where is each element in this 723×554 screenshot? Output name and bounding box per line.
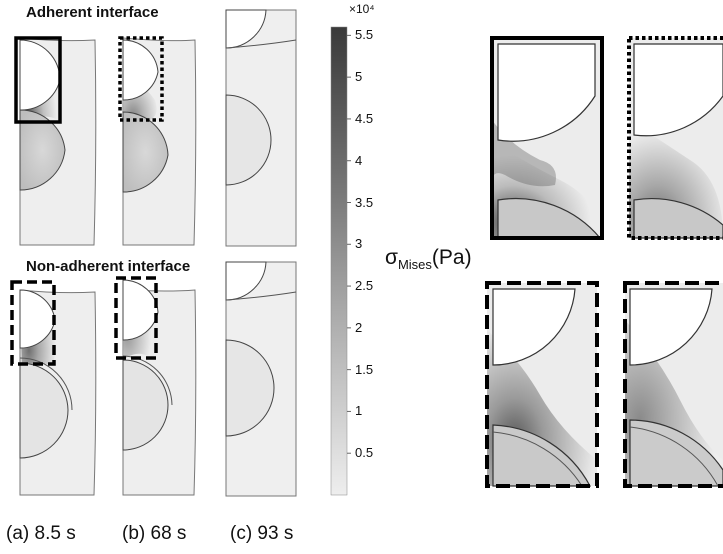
dotted-frame [118,36,164,122]
zoom-non-adherent-a [485,281,599,488]
colorbar-exponent: ×10⁴ [349,2,375,16]
colorbar-tick-label: 2 [355,319,363,335]
colorbar-tick-label: 5 [355,69,363,85]
panel-adherent-c [225,9,297,247]
adherent-interface-title: Adherent interface [26,4,159,21]
sigma-mises-label: σMises(Pa) [385,246,472,272]
colorbar-tick-label: 3.5 [355,194,374,210]
colorbar-tick-label: 2.5 [355,278,374,294]
non-adherent-interface-title: Non-adherent interface [26,258,191,275]
zoom-non-adherent-b [623,281,723,488]
panel-adherent-b [118,36,197,246]
panel-adherent-a [14,36,97,246]
sigma-subscript: Mises [397,257,432,273]
time-label-b: (b) 68 s [122,523,187,544]
colorbar-tick-label: 4.5 [355,110,374,126]
sigma-symbol: σ [385,246,398,269]
colorbar-tick-label: 3 [355,236,363,252]
sigma-unit: (Pa) [431,246,472,269]
panel-non-adherent-c [225,261,297,497]
panel-non-adherent-a [10,280,97,496]
colorbar-ticks [347,34,351,454]
solid-frame [14,36,62,124]
colorbar-tick-label: 4 [355,152,363,168]
zoom-adherent-b [627,36,723,240]
colorbar-tick-label: 1 [355,403,363,419]
dashed-frame [10,280,56,366]
colorbar [330,26,348,496]
panel-non-adherent-b [114,276,197,496]
dashed-frame [114,276,158,360]
time-label-a: (a) 8.5 s [6,523,76,544]
time-label-c: (c) 93 s [230,523,294,544]
zoom-adherent-a [490,36,604,240]
colorbar-tick-label: 0.5 [355,445,374,461]
colorbar-tick-label: 1.5 [355,361,374,377]
colorbar-tick-label: 5.5 [355,27,374,43]
